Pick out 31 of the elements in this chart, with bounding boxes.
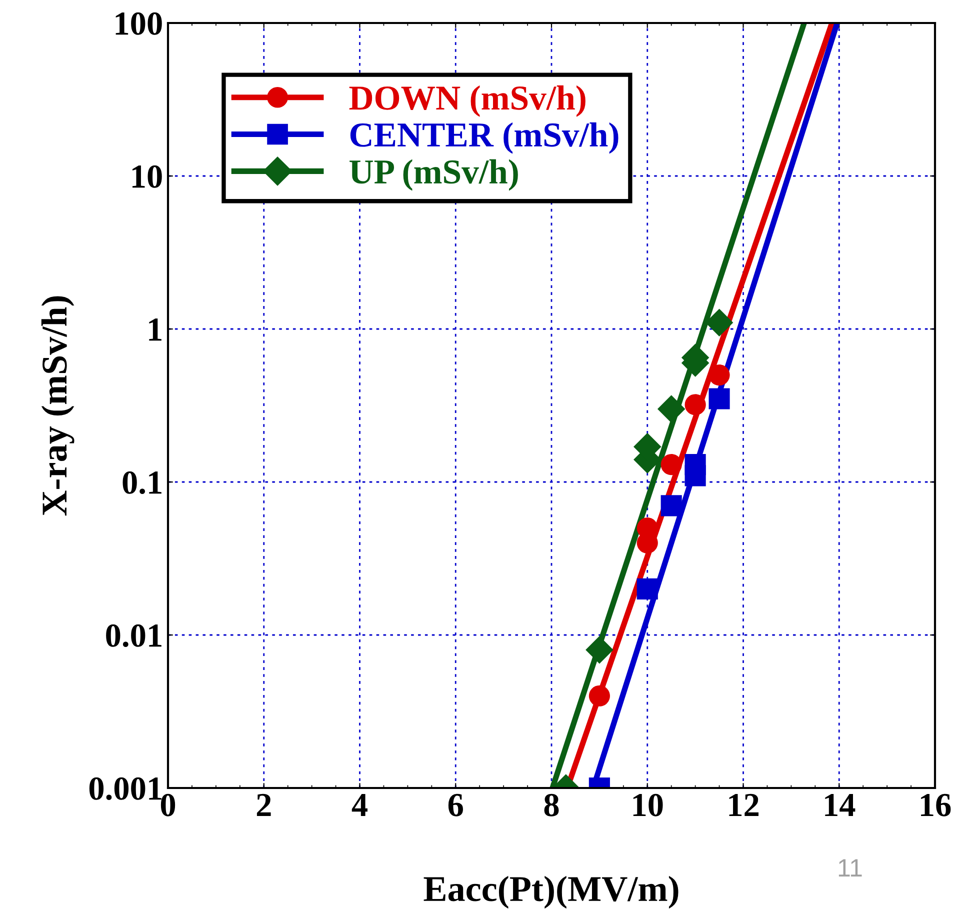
y-tick-label: 0.001 bbox=[89, 777, 162, 800]
x-axis-title: Eacc(Pt)(MV/m) bbox=[424, 876, 678, 909]
legend-label: UP (mSv/h) bbox=[350, 159, 518, 191]
point bbox=[708, 388, 730, 410]
point bbox=[708, 364, 730, 386]
legend-label: CENTER (mSv/h) bbox=[350, 122, 618, 154]
x-tick-label: 6 bbox=[448, 794, 463, 816]
point bbox=[586, 636, 614, 664]
x-tick-label: 0 bbox=[160, 794, 176, 816]
point bbox=[657, 395, 686, 423]
x-tick-label: 8 bbox=[544, 794, 559, 816]
x-tick-label: 10 bbox=[633, 794, 663, 816]
point bbox=[684, 394, 706, 416]
y-axis-title: X-ray (mSv/h) bbox=[41, 296, 74, 516]
y-tick-label: 10 bbox=[132, 165, 162, 188]
y-tick-label: 1 bbox=[149, 318, 162, 341]
y-tick-label: 0.01 bbox=[106, 624, 162, 648]
point bbox=[660, 495, 682, 516]
y-tick-label: 0.1 bbox=[122, 471, 162, 494]
point bbox=[684, 454, 706, 476]
y-tick-label: 100 bbox=[116, 12, 162, 35]
text: 11 bbox=[838, 859, 862, 876]
x-tick-label: 12 bbox=[729, 794, 758, 816]
point bbox=[636, 578, 658, 600]
legend-label: DOWN (mSv/h) bbox=[349, 85, 586, 117]
x-tick-label: 4 bbox=[352, 794, 368, 816]
point bbox=[588, 685, 610, 706]
x-tick-label: 2 bbox=[256, 794, 271, 816]
x-tick-label: 16 bbox=[921, 794, 951, 816]
x-tick-label: 14 bbox=[825, 794, 856, 816]
point bbox=[660, 454, 682, 476]
